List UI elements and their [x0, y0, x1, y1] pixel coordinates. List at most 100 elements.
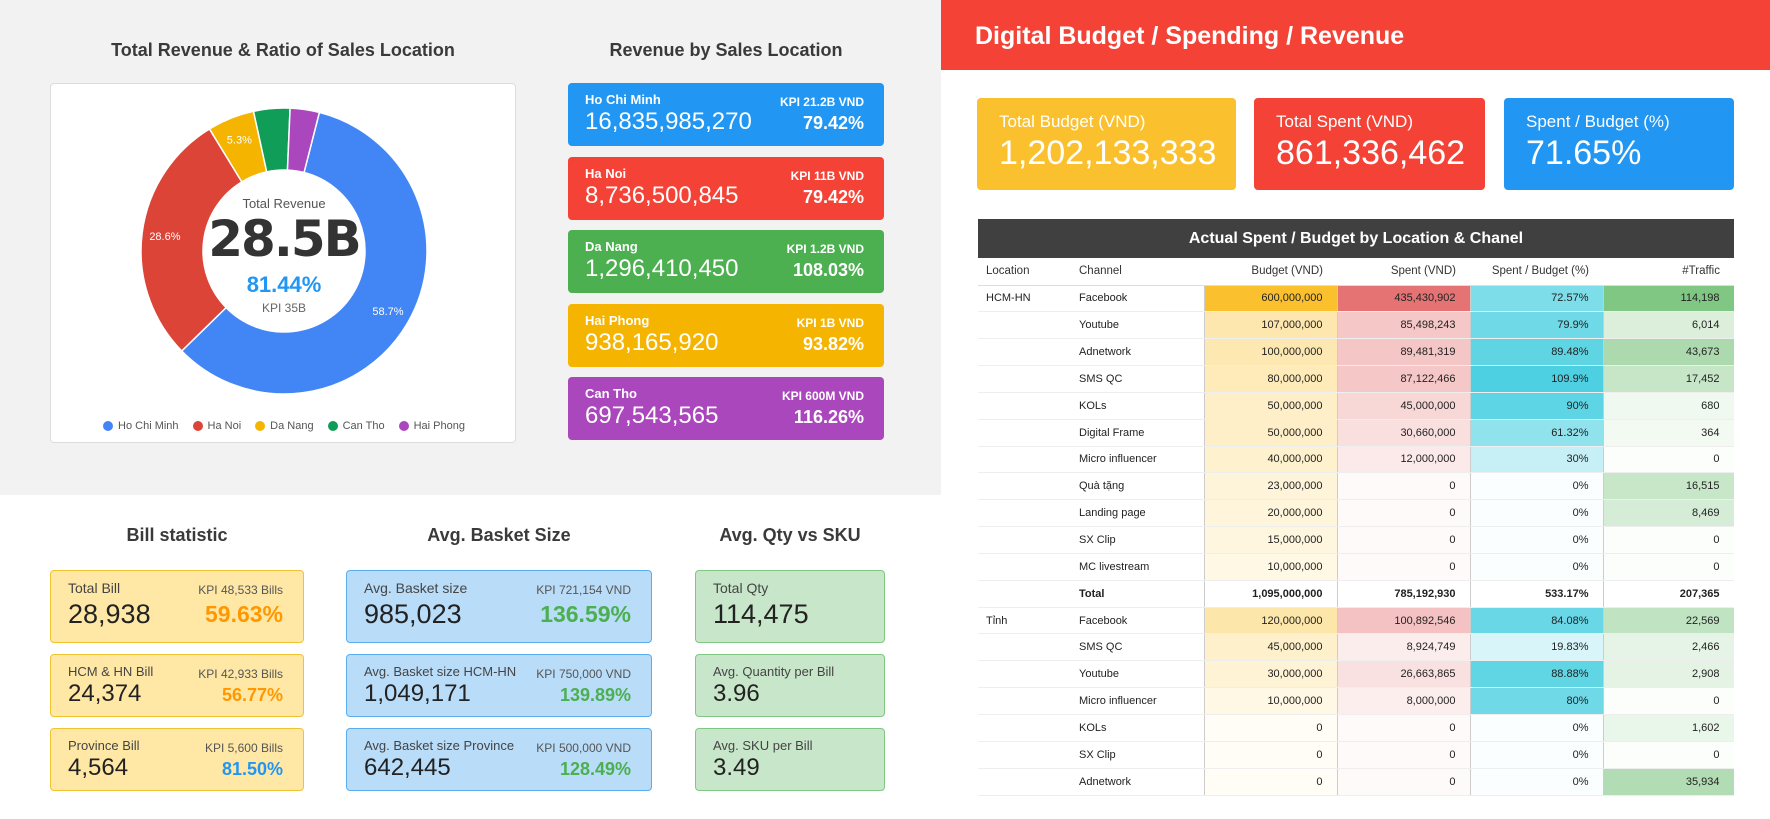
location-value: 697,543,565 — [585, 402, 719, 429]
col-budget[interactable]: Budget (VND) — [1204, 258, 1337, 286]
legend-item[interactable]: Ho Chi Minh — [103, 420, 179, 432]
cell-b: 0 — [1203, 741, 1338, 769]
legend-label: Can Tho — [342, 420, 385, 432]
card-value: 3.96 — [713, 680, 760, 707]
col-traffic[interactable]: #Traffic — [1603, 258, 1734, 286]
legend-item[interactable]: Ha Noi — [192, 420, 241, 432]
donut-slice-label: 28.6% — [149, 231, 180, 243]
location-value: 8,736,500,845 — [585, 181, 739, 209]
location-pct: 116.26% — [793, 407, 864, 427]
location-pct: 79.42% — [802, 186, 864, 207]
cell-loc — [978, 741, 1071, 769]
cell-ch: Total — [1071, 580, 1204, 608]
card-value: 71.65% — [1526, 134, 1642, 172]
cell-t: 0 — [1602, 526, 1734, 554]
location-card: Hai Phong 938,165,920 KPI 1B VND 93.82% — [568, 303, 884, 367]
card-value: 24,374 — [68, 680, 142, 707]
cell-p: 84.08% — [1469, 607, 1604, 635]
cell-s: 26,663,865 — [1336, 660, 1471, 689]
cell-loc — [978, 446, 1071, 474]
cell-s: 87,122,466 — [1336, 365, 1471, 393]
legend-item[interactable]: Da Nang — [255, 420, 314, 432]
cell-p: 0% — [1469, 553, 1604, 581]
card-kpi: KPI 721,154 VND — [536, 583, 631, 597]
cell-b: 10,000,000 — [1203, 687, 1338, 715]
cell-t: 35,934 — [1602, 768, 1734, 796]
table-row: MC livestream 10,000,000 0 0% 0 — [978, 553, 1734, 581]
cell-s: 89,481,319 — [1336, 338, 1471, 367]
cell-b: 50,000,000 — [1203, 419, 1338, 447]
table-total-row: Total 1,095,000,000 785,192,930 533.17% 207,… — [978, 580, 1734, 608]
cell-s: 0 — [1336, 472, 1471, 501]
cell-loc — [978, 580, 1071, 608]
cell-b: 100,000,000 — [1203, 338, 1338, 367]
cell-t: 1,602 — [1602, 714, 1734, 742]
card-label: HCM & HN Bill — [68, 664, 154, 679]
cell-s: 0 — [1336, 741, 1471, 769]
location-name: Can Tho — [585, 386, 637, 401]
card-value: 3.49 — [713, 754, 760, 781]
card-label: Spent / Budget (%) — [1526, 112, 1670, 131]
col-spent[interactable]: Spent (VND) — [1337, 258, 1470, 286]
card-pct: 136.59% — [540, 601, 631, 627]
table-row: SMS QC 45,000,000 8,924,749 19.83% 2,466 — [978, 633, 1734, 662]
cell-ch: SX Clip — [1071, 526, 1204, 554]
col-location[interactable]: Location — [978, 258, 1071, 286]
location-name: Hai Phong — [585, 312, 650, 328]
cell-t: 8,469 — [1602, 499, 1734, 528]
cell-loc — [978, 714, 1071, 742]
cell-s: 785,192,930 — [1336, 580, 1471, 608]
cell-t: 364 — [1602, 419, 1734, 447]
cell-p: 533.17% — [1469, 580, 1604, 608]
cell-b: 600,000,000 — [1203, 285, 1338, 313]
legend-dot — [192, 421, 203, 431]
location-name: Da Nang — [585, 239, 638, 254]
card-label: Total Spent (VND) — [1276, 112, 1413, 131]
legend-item[interactable]: Hai Phong — [398, 420, 465, 432]
total-spent-card: Total Spent (VND) 861,336,462 — [1254, 98, 1485, 190]
table-row: Adnetwork 0 0 0% 35,934 — [978, 768, 1734, 796]
col-ratio[interactable]: Spent / Budget (%) — [1470, 258, 1603, 286]
cell-b: 15,000,000 — [1203, 526, 1338, 554]
cell-p: 0% — [1469, 472, 1604, 501]
cell-t: 0 — [1602, 687, 1734, 715]
cell-loc — [978, 392, 1071, 420]
cell-t: 17,452 — [1602, 365, 1734, 393]
legend-label: Da Nang — [270, 420, 314, 432]
table-row: Landing page 20,000,000 0 0% 8,469 — [978, 499, 1734, 528]
card-value: 1,202,133,333 — [999, 134, 1217, 172]
card-label: Province Bill — [68, 738, 140, 753]
donut-hole — [203, 170, 365, 332]
location-value: 938,165,920 — [585, 328, 719, 356]
total-bill-card: Total Bill 28,938 KPI 48,533 Bills 59.63… — [50, 570, 304, 643]
digital-header-title: Digital Budget / Spending / Revenue — [975, 22, 1405, 50]
bills-title: Bill statistic — [126, 525, 228, 545]
cell-t: 2,908 — [1602, 660, 1734, 689]
card-value: 1,049,171 — [364, 680, 471, 707]
cell-s: 8,924,749 — [1336, 633, 1471, 662]
location-name: Ho Chi Minh — [585, 92, 661, 107]
location-pct: 93.82% — [802, 333, 864, 354]
cell-s: 8,000,000 — [1336, 687, 1471, 715]
cell-p: 109.9% — [1469, 365, 1604, 393]
location-kpi: KPI 600M VND — [781, 389, 864, 403]
legend-item[interactable]: Can Tho — [327, 420, 385, 432]
cell-t: 680 — [1602, 392, 1734, 420]
spend-table-card: Actual Spent / Budget by Location & Chan… — [978, 219, 1734, 819]
cell-ch: MC livestream — [1071, 553, 1204, 581]
location-card: Ho Chi Minh 16,835,985,270 KPI 21.2B VND 79… — [568, 83, 884, 146]
donut-chart-card: 58.7% 28.6% 5.3% Total Revenue 28.5B 81.44… — [50, 83, 516, 443]
cell-t: 16,515 — [1602, 472, 1734, 501]
col-channel[interactable]: Channel — [1071, 258, 1204, 286]
card-value: 985,023 — [364, 599, 462, 629]
cell-s: 12,000,000 — [1336, 446, 1471, 474]
cell-s: 0 — [1336, 553, 1471, 581]
cell-p: 0% — [1469, 768, 1604, 796]
cell-p: 88.88% — [1469, 660, 1604, 689]
card-kpi: KPI 48,533 Bills — [198, 583, 283, 597]
cell-p: 72.57% — [1469, 285, 1604, 313]
card-kpi: KPI 42,933 Bills — [198, 667, 283, 681]
legend-label: Ho Chi Minh — [118, 420, 179, 432]
cell-loc — [978, 526, 1071, 554]
